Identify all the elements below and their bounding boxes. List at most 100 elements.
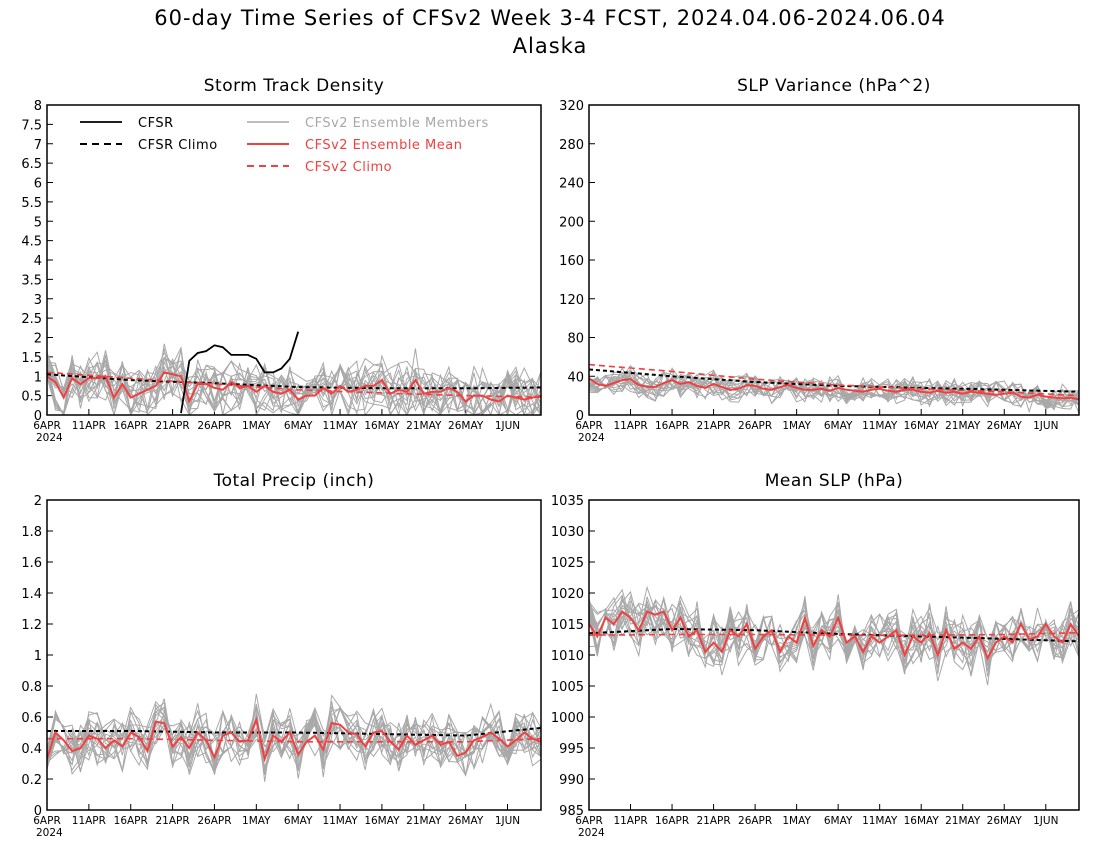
y-tick-label: 1.4 [21, 587, 42, 602]
y-tick-label: 1 [34, 649, 42, 664]
y-tick-label: 5.5 [21, 196, 42, 211]
panel-title: Total Precip (inch) [213, 471, 375, 491]
x-tick-label: 26APR [197, 815, 231, 827]
y-tick-label: 1035 [551, 494, 584, 509]
plot-area [47, 331, 541, 415]
cfsr-climo-line [47, 373, 541, 390]
ensemble-member-line [589, 370, 1079, 407]
panel-3: Total Precip (inch) 0 0.2 0.4 0.6 0.8 1 1.2 1.4 1… [21, 471, 542, 839]
y-tick-label: 4 [34, 254, 42, 269]
y-tick-label: 1 [34, 370, 42, 385]
ensemble-member-line [589, 590, 1079, 669]
plot-area [47, 693, 541, 782]
x-tick-label: 26APR [738, 420, 772, 432]
x-tick-label: 16APR [114, 420, 148, 432]
ensemble-mean-line [47, 716, 541, 763]
y-tick-label: 40 [567, 370, 584, 385]
x-year-label: 2024 [578, 827, 605, 839]
y-tick-label: 1000 [551, 711, 584, 726]
panel-title: Mean SLP (hPa) [765, 471, 904, 491]
y-tick-label: 200 [559, 215, 584, 230]
y-tick-label: 0 [576, 409, 584, 424]
y-tick-label: 240 [559, 177, 584, 192]
x-tick-label: 1JUN [495, 815, 520, 827]
x-tick-label: 1MAY [782, 420, 811, 432]
x-tick-label: 6APR [33, 420, 61, 432]
x-tick-label: 21APR [156, 815, 190, 827]
plot-frame [588, 499, 1080, 811]
ensemble-mean-line [589, 610, 1079, 661]
x-tick-label: 6APR [575, 815, 603, 827]
cfsr-climo-line [589, 368, 1079, 393]
y-tick-label: 1005 [551, 680, 584, 695]
x-tick-label: 16APR [655, 420, 689, 432]
cfsv2-climo-line [47, 371, 541, 398]
y-tick-label: 1020 [551, 587, 584, 602]
panel-title: Storm Track Density [204, 76, 385, 96]
x-tick-label: 26MAY [987, 815, 1023, 827]
x-tick-label: 11MAY [322, 815, 358, 827]
y-tick-label: 160 [559, 254, 584, 269]
legend-ens-mean: CFSv2 Ensemble Mean [247, 138, 462, 153]
x-tick-label: 21MAY [406, 420, 442, 432]
plot-area [589, 585, 1079, 686]
y-tick-label: 2 [34, 332, 42, 347]
x-tick-label: 11MAY [322, 420, 358, 432]
panel-title: SLP Variance (hPa^2) [737, 76, 931, 96]
x-tick-label: 21APR [156, 420, 190, 432]
x-year-label: 2024 [36, 432, 63, 444]
x-year-label: 2024 [578, 432, 605, 444]
y-tick-label: 3.5 [21, 273, 42, 288]
legend-cfsr-climo: CFSR Climo [80, 138, 218, 153]
plot-area [589, 363, 1079, 414]
x-tick-label: 1MAY [782, 815, 811, 827]
x-tick-label: 21APR [696, 815, 730, 827]
y-tick-label: 8 [34, 99, 42, 114]
y-tick-label: 0.8 [21, 680, 42, 695]
y-tick-label: 4.5 [21, 235, 42, 250]
y-tick-label: 1030 [551, 525, 584, 540]
cfsv2-climo-line [47, 737, 541, 743]
x-tick-label: 26MAY [448, 815, 484, 827]
plot-frame [46, 104, 542, 416]
cfsr-climo-line [589, 627, 1079, 643]
x-tick-label: 1MAY [242, 420, 271, 432]
figure-title: 60-day Time Series of CFSv2 Week 3-4 FCS… [0, 4, 1100, 60]
legend-label: CFSR Climo [138, 138, 218, 153]
y-tick-label: 2.5 [21, 312, 42, 327]
x-tick-label: 26MAY [448, 420, 484, 432]
y-tick-label: 1.2 [21, 618, 42, 633]
y-tick-label: 3 [34, 293, 42, 308]
x-tick-label: 11MAY [862, 420, 898, 432]
y-tick-label: 1015 [551, 618, 584, 633]
y-tick-label: 0.5 [21, 390, 42, 405]
ensemble-member-line [589, 598, 1079, 673]
x-tick-label: 6MAY [284, 420, 313, 432]
plot-frame [46, 499, 542, 811]
x-tick-label: 11MAY [862, 815, 898, 827]
x-tick-label: 1MAY [242, 815, 271, 827]
cfsv2-climo-line [589, 363, 1079, 397]
x-tick-label: 16MAY [904, 815, 940, 827]
y-tick-label: 280 [559, 138, 584, 153]
y-tick-label: 1.8 [21, 525, 42, 540]
y-tick-label: 0.4 [21, 742, 42, 757]
y-tick-label: 320 [559, 99, 584, 114]
y-tick-label: 2 [34, 494, 42, 509]
x-tick-label: 26APR [738, 815, 772, 827]
panel-2: SLP Variance (hPa^2) 0 40 80 120 160 200 240 280… [559, 76, 1080, 444]
y-tick-label: 120 [559, 293, 584, 308]
ensemble-mean-line [589, 377, 1079, 401]
x-tick-label: 16APR [114, 815, 148, 827]
legend-label: CFSR [138, 116, 174, 131]
x-tick-label: 6MAY [824, 815, 853, 827]
x-tick-label: 21MAY [945, 815, 981, 827]
legend-members: CFSv2 Ensemble Members [247, 116, 488, 131]
y-tick-label: 6 [34, 177, 42, 192]
x-tick-label: 16MAY [364, 815, 400, 827]
x-tick-label: 21MAY [406, 815, 442, 827]
y-tick-label: 0 [34, 409, 42, 424]
y-tick-label: 1.6 [21, 556, 42, 571]
legend-label: CFSv2 Ensemble Mean [305, 138, 462, 153]
x-tick-label: 11APR [72, 815, 106, 827]
